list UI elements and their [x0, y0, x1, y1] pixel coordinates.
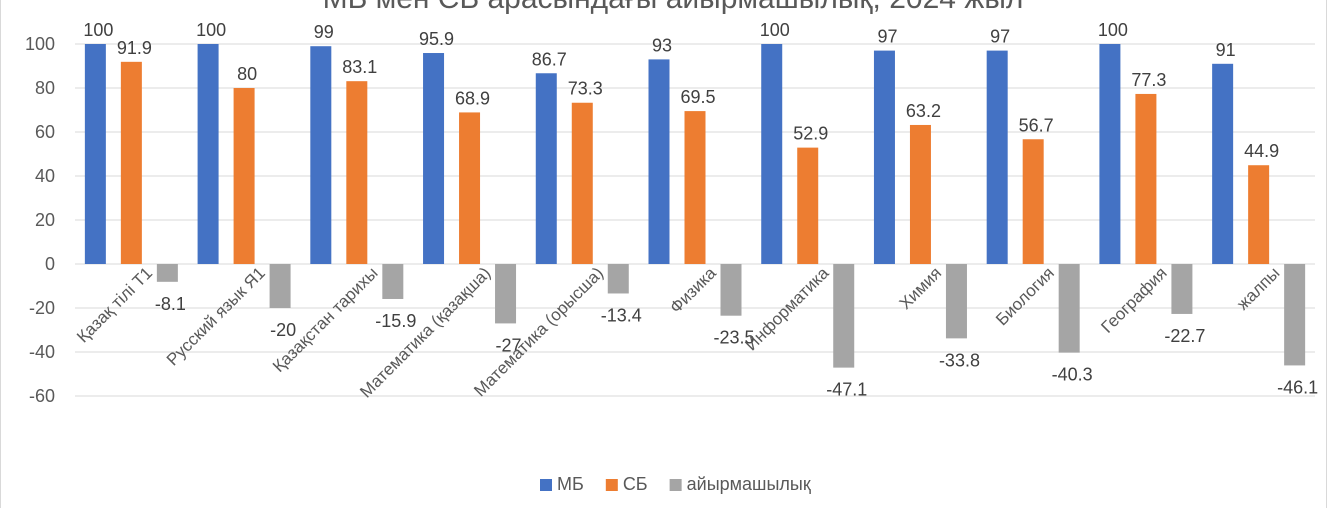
bar-айырмашылық: [720, 264, 742, 316]
bar-айырмашылық: [1284, 264, 1306, 366]
bar-айырмашылық: [495, 264, 517, 324]
bar-СБ: [346, 81, 368, 265]
data-label: -15.9: [375, 311, 416, 331]
data-label: 44.9: [1244, 141, 1279, 161]
bar-МБ: [84, 44, 106, 264]
data-label: 80: [237, 64, 257, 84]
data-label: 100: [83, 20, 113, 40]
bar-МБ: [310, 46, 332, 265]
bar-МБ: [535, 73, 557, 264]
bar-айырмашылық: [1171, 264, 1193, 314]
category-label: жалпы: [1233, 263, 1283, 313]
chart-title: МБ мен СБ арасындағы айырмашылық, 2024 ж…: [323, 0, 1024, 15]
data-label: 100: [1098, 20, 1128, 40]
bars: [84, 44, 1306, 368]
bar-айырмашылық: [269, 264, 291, 308]
data-label: -33.8: [939, 350, 980, 370]
data-label: 68.9: [455, 88, 490, 108]
y-tick-label: 80: [35, 78, 55, 98]
bar-айырмашылық: [607, 264, 629, 294]
bar-СБ: [1135, 93, 1157, 264]
data-label: 73.3: [568, 79, 603, 99]
bar-СБ: [571, 102, 593, 265]
bar-МБ: [423, 53, 445, 264]
bar-айырмашылық: [833, 264, 855, 368]
category-label: Физика: [666, 263, 720, 317]
category-label: Қазақ тілі Т1: [73, 263, 156, 346]
legend-swatch: [605, 479, 618, 491]
data-label: -46.1: [1277, 377, 1318, 397]
y-tick-label: 20: [35, 210, 55, 230]
data-label: 97: [877, 27, 897, 47]
data-label: 52.9: [793, 124, 828, 144]
data-label: 83.1: [342, 57, 377, 77]
legend-label: МБ: [557, 474, 584, 494]
data-label: 99: [314, 22, 334, 42]
data-label: -8.1: [155, 294, 186, 314]
bar-СБ: [909, 124, 931, 265]
data-label: 56.7: [1019, 115, 1054, 135]
data-label: 91.9: [117, 38, 152, 58]
bar-СБ: [459, 112, 481, 264]
data-label: -27: [496, 335, 522, 355]
category-label: Биология: [992, 263, 1058, 329]
y-tick-label: 100: [25, 34, 55, 54]
legend-swatch: [669, 479, 682, 491]
data-label: -47.1: [826, 380, 867, 400]
legend-label: СБ: [623, 474, 648, 494]
bar-айырмашылық: [1058, 264, 1080, 353]
data-label: -23.5: [713, 328, 754, 348]
y-tick-label: 60: [35, 122, 55, 142]
category-label: География: [1097, 263, 1170, 336]
bar-айырмашылық: [945, 264, 967, 339]
data-label: 97: [990, 27, 1010, 47]
category-label: Математика (қазақша): [356, 263, 494, 401]
category-label: Химия: [896, 263, 946, 313]
category-label: Русский язык Я1: [163, 263, 269, 369]
bar-МБ: [761, 44, 783, 264]
bar-МБ: [986, 50, 1008, 264]
legend-label: айырмашылық: [687, 474, 811, 494]
bar-МБ: [1099, 44, 1121, 264]
legend-swatch: [540, 479, 552, 491]
legend: МБ СБ айырмашылық: [540, 474, 811, 494]
data-label: 95.9: [419, 29, 454, 49]
data-label: 86.7: [532, 49, 567, 69]
bar-СБ: [120, 61, 142, 264]
category-label: Информатика: [741, 263, 832, 354]
data-label: 91: [1216, 40, 1236, 60]
data-label: -20: [270, 320, 296, 340]
bar-айырмашылық: [156, 264, 178, 282]
bar-МБ: [873, 50, 895, 264]
bar-айырмашылық: [382, 264, 404, 299]
category-label: Математика (орысша): [470, 263, 607, 400]
bar-СБ: [1248, 165, 1270, 264]
y-tick-label: -40: [29, 342, 55, 362]
data-label: 100: [760, 20, 790, 40]
y-tick-label: 40: [35, 166, 55, 186]
bar-СБ: [233, 88, 255, 264]
y-tick-label: -20: [29, 298, 55, 318]
bar-МБ: [648, 59, 670, 265]
bar-СБ: [684, 111, 706, 264]
data-label: 100: [196, 20, 226, 40]
data-label: 63.2: [906, 101, 941, 121]
data-label: -13.4: [601, 305, 642, 325]
bar-СБ: [1022, 139, 1044, 264]
data-label: 69.5: [680, 87, 715, 107]
data-label: 77.3: [1131, 70, 1166, 90]
data-labels: 100 100 99 95.9 86.7 93 100 97 97 100 91 91.9 80 83.1…: [83, 20, 1318, 400]
bar-СБ: [797, 147, 819, 264]
bar-МБ: [1212, 63, 1234, 264]
data-label: 93: [652, 35, 672, 55]
data-label: -40.3: [1052, 365, 1093, 385]
bar-МБ: [197, 44, 219, 264]
y-tick-label: -60: [29, 386, 55, 406]
y-tick-label: 0: [45, 254, 55, 274]
data-label: -22.7: [1164, 326, 1205, 346]
